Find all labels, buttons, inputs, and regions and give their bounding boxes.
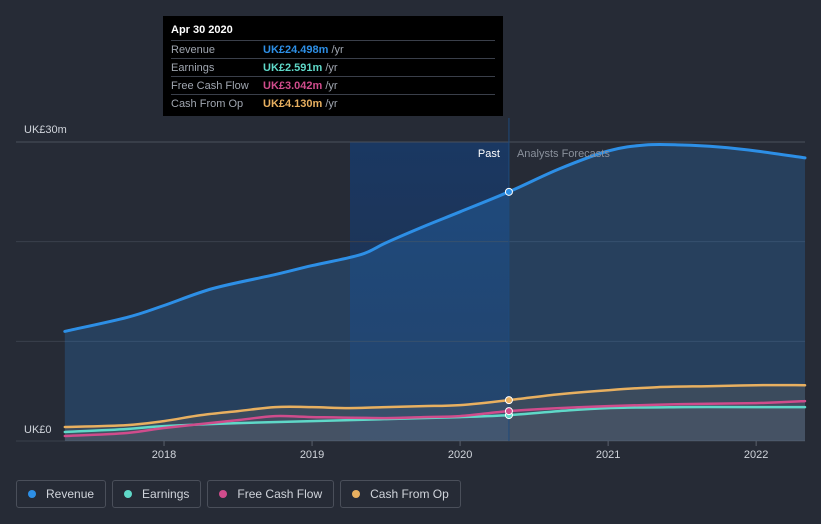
tooltip-unit: /yr — [331, 43, 344, 56]
legend-label: Free Cash Flow — [237, 487, 323, 501]
tooltip-label: Cash From Op — [171, 97, 244, 110]
y-axis-max-label: UK£30m — [24, 124, 67, 136]
legend-dot-icon — [28, 490, 36, 498]
series-area — [64, 401, 806, 441]
tooltip-value: UK£24.498m — [263, 43, 329, 56]
series-line — [63, 399, 807, 438]
legend-dot-icon — [352, 490, 361, 498]
forecast-label: Analysts Forecasts — [517, 148, 610, 160]
y-axis-zero-label: UK£0 — [24, 424, 52, 436]
tooltip-row-earnings: Earnings UK£2.591m /yr — [171, 58, 495, 76]
data-point-marker — [504, 407, 513, 416]
tooltip-unit: /yr — [325, 97, 338, 110]
grid-lines — [16, 141, 805, 442]
legend-dot-icon — [124, 490, 133, 498]
series-area — [64, 144, 806, 441]
past-label: Past — [478, 148, 500, 160]
tooltip-unit: /yr — [325, 61, 338, 74]
tooltip-date: Apr 30 2020 — [171, 24, 233, 36]
series-line — [63, 142, 807, 333]
tooltip-unit: /yr — [325, 79, 338, 92]
legend-dot-icon — [219, 490, 228, 498]
x-tick-label: 2019 — [300, 449, 324, 461]
x-tick-label: 2018 — [152, 449, 176, 461]
tooltip-label: Revenue — [171, 43, 216, 56]
series-lines — [63, 142, 807, 438]
x-tick-label: 2020 — [448, 449, 472, 461]
legend-item-cash-from-op[interactable]: Cash From Op — [340, 480, 461, 508]
data-tooltip: Apr 30 2020 Revenue UK£24.498m /yr Earni… — [163, 16, 503, 116]
tooltip-value: UK£3.042m — [263, 79, 323, 92]
past-period-highlight — [350, 142, 509, 441]
series-areas — [64, 144, 806, 441]
tooltip-label: Free Cash Flow — [171, 79, 249, 92]
legend-item-free-cash-flow[interactable]: Free Cash Flow — [207, 480, 335, 508]
series-area — [64, 407, 806, 441]
legend-label: Cash From Op — [370, 487, 449, 501]
series-line — [63, 383, 807, 429]
tooltip-row-cash-from-op: Cash From Op UK£4.130m /yr — [171, 94, 495, 112]
data-point-marker — [504, 396, 513, 405]
financial-chart: Past Analysts Forecasts UK£30m UK£0 2018… — [16, 118, 807, 461]
chart-legend: Revenue Earnings Free Cash Flow Cash Fro… — [16, 480, 461, 508]
series-area — [64, 385, 806, 441]
x-tick-label: 2021 — [596, 449, 620, 461]
legend-label: Earnings — [142, 487, 190, 501]
legend-item-earnings[interactable]: Earnings — [112, 480, 202, 508]
tooltip-value: UK£4.130m — [263, 97, 323, 110]
x-axis: 2018 2019 2020 2021 2022 — [152, 441, 768, 461]
tooltip-label: Earnings — [171, 61, 215, 74]
x-tick-label: 2022 — [744, 449, 768, 461]
tooltip-row-free-cash-flow: Free Cash Flow UK£3.042m /yr — [171, 76, 495, 94]
tooltip-value: UK£2.591m — [263, 61, 323, 74]
legend-label: Revenue — [46, 487, 95, 501]
tooltip-row-revenue: Revenue UK£24.498m /yr — [171, 40, 495, 58]
data-point-marker — [504, 187, 513, 196]
hover-markers — [504, 187, 513, 420]
legend-item-revenue[interactable]: Revenue — [16, 480, 107, 508]
